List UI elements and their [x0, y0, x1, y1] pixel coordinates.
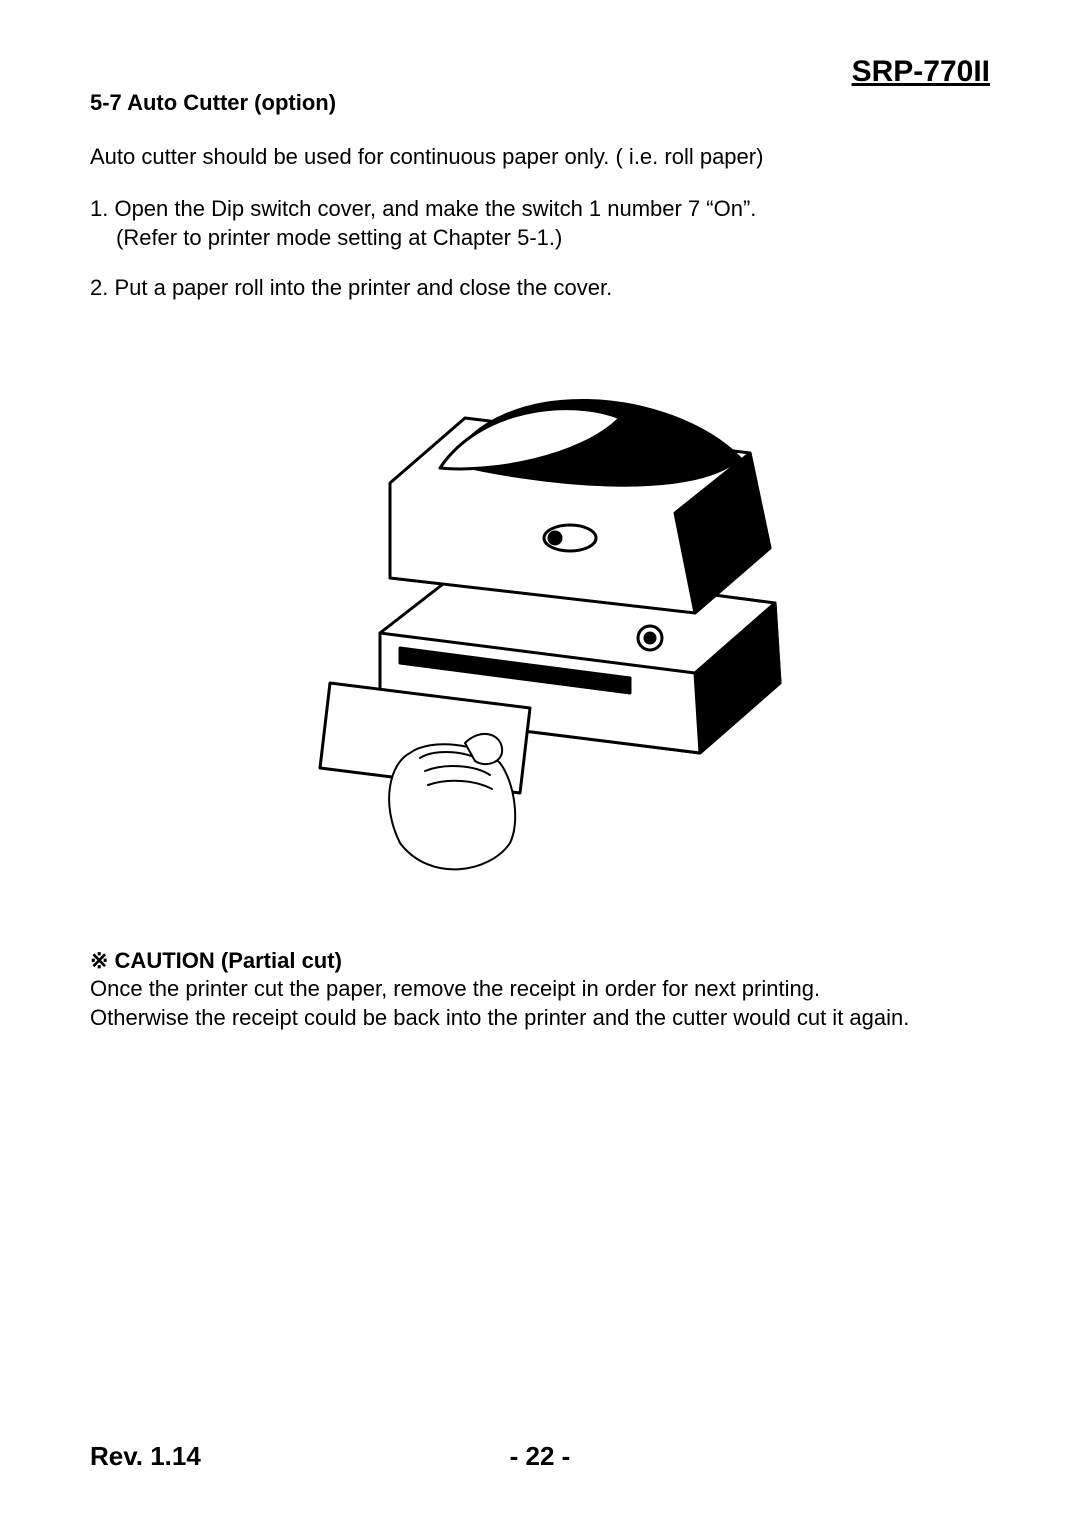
- caution-line-1: Once the printer cut the paper, remove t…: [90, 976, 820, 1001]
- section-heading: 5-7 Auto Cutter (option): [90, 90, 990, 116]
- page-number: - 22 -: [90, 1441, 990, 1472]
- page-footer: - 22 - Rev. 1.14: [90, 1441, 990, 1472]
- step-1: 1. Open the Dip switch cover, and make t…: [90, 194, 990, 253]
- intro-paragraph: Auto cutter should be used for continuou…: [90, 142, 990, 172]
- step-1-line-1: 1. Open the Dip switch cover, and make t…: [90, 196, 756, 221]
- model-number: SRP-770II: [852, 55, 990, 89]
- caution-block: ※ CAUTION (Partial cut) Once the printer…: [90, 948, 990, 1033]
- caution-line-2: Otherwise the receipt could be back into…: [90, 1005, 909, 1030]
- caution-heading: ※ CAUTION (Partial cut): [90, 948, 342, 973]
- step-1-line-2: (Refer to printer mode setting at Chapte…: [90, 223, 990, 253]
- printer-illustration: [90, 363, 990, 888]
- document-page: SRP-770II 5-7 Auto Cutter (option) Auto …: [0, 0, 1080, 1527]
- step-2: 2. Put a paper roll into the printer and…: [90, 273, 990, 303]
